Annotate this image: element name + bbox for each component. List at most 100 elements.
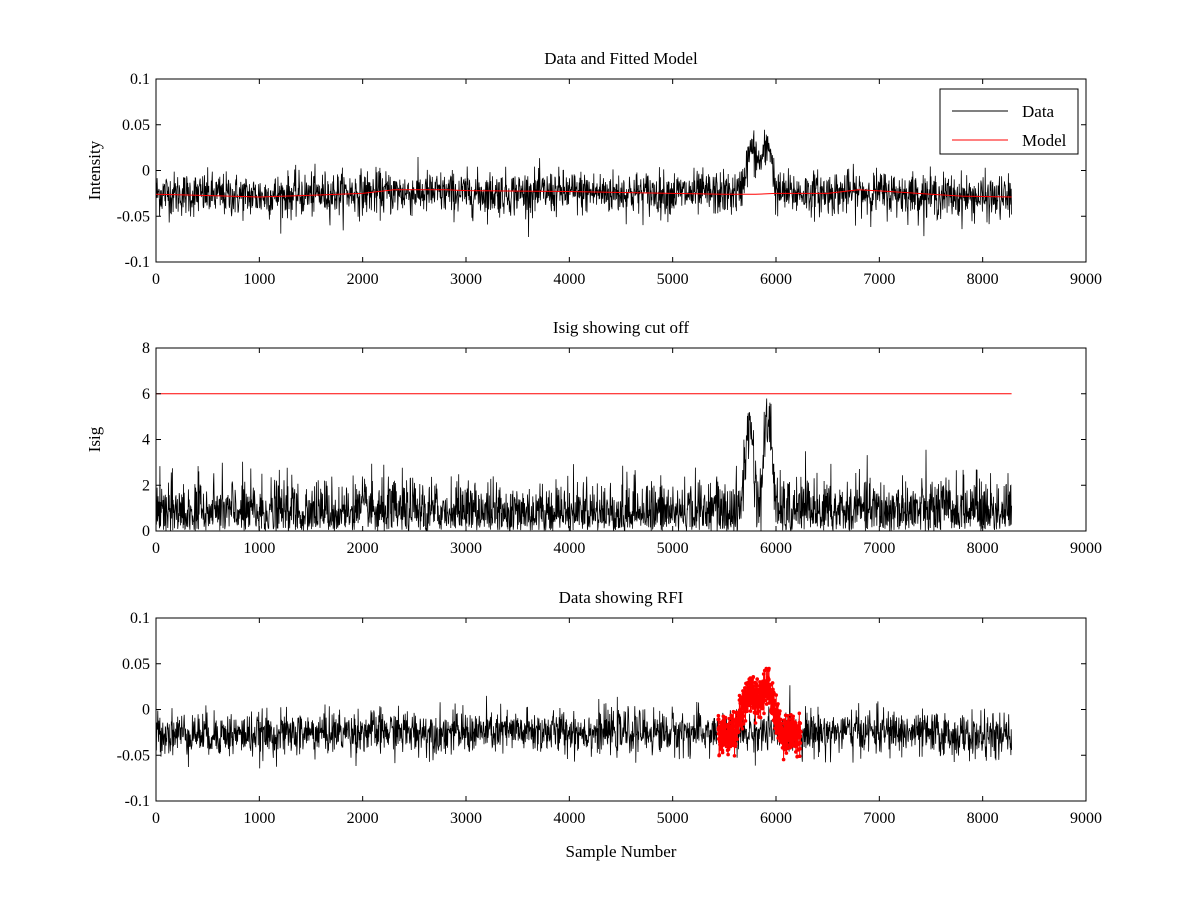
- x-tick-label: 5000: [657, 540, 689, 557]
- data-point-marker: [774, 693, 778, 697]
- data-point-marker: [740, 726, 745, 731]
- data-point-marker: [777, 712, 782, 716]
- data-point-marker: [740, 710, 744, 715]
- data-point-marker: [737, 730, 741, 734]
- data-point-marker: [776, 702, 780, 706]
- x-tick-label: 6000: [760, 271, 792, 288]
- data-point-marker: [742, 714, 746, 718]
- x-tick-label: 4000: [553, 810, 585, 827]
- x-tick-label: 7000: [863, 271, 895, 288]
- data-point-marker: [767, 678, 771, 682]
- data-point-marker: [716, 717, 721, 722]
- data-point-marker: [724, 744, 729, 749]
- y-tick-label: 0.05: [122, 117, 150, 134]
- data-point-marker: [749, 682, 753, 687]
- data-point-marker: [767, 666, 771, 671]
- x-tick-label: 8000: [967, 540, 999, 557]
- data-point-marker: [786, 714, 790, 718]
- data-point-marker: [735, 737, 739, 742]
- x-tick-label: 2000: [347, 271, 379, 288]
- x-tick-label: 7000: [863, 810, 895, 827]
- plot-area: [155, 78, 1087, 263]
- data-point-marker: [770, 681, 775, 685]
- data-point-marker: [751, 675, 756, 679]
- data-point-marker: [751, 706, 755, 710]
- y-tick-label: 0: [142, 163, 150, 180]
- x-tick-label: 7000: [863, 540, 895, 557]
- data-point-marker: [772, 698, 777, 703]
- data-point-marker: [778, 717, 783, 722]
- data-point-marker: [778, 709, 782, 713]
- x-tick-label: 2000: [347, 810, 379, 827]
- y-tick-label: -0.05: [117, 747, 150, 764]
- data-point-marker: [771, 687, 775, 692]
- series-1-line: [156, 398, 1012, 531]
- chart-panel-1: 0 1000 2000 3000 4000 5000 6000 7000 8000 9000 -0.…: [85, 49, 1102, 288]
- x-tick-label: 8000: [967, 271, 999, 288]
- x-tick-label: 6000: [760, 540, 792, 557]
- data-point-marker: [745, 709, 749, 713]
- data-point-marker: [718, 734, 723, 739]
- chart-title: Isig showing cut off: [553, 318, 689, 337]
- data-point-marker: [727, 716, 731, 721]
- y-tick-label: 8: [142, 340, 150, 357]
- y-tick-label: 4: [142, 432, 150, 449]
- data-point-marker: [743, 686, 747, 690]
- data-point-marker: [720, 750, 725, 755]
- data-point-marker: [723, 715, 728, 720]
- data-point-marker: [730, 715, 734, 719]
- data-point-marker: [791, 714, 795, 719]
- y-tick-label: -0.1: [125, 793, 150, 810]
- y-tick-label: 0.05: [122, 656, 150, 673]
- x-tick-label: 1000: [243, 271, 275, 288]
- data-point-marker: [798, 747, 802, 751]
- x-tick-label: 9000: [1070, 810, 1102, 827]
- chart-panel-2: 0 1000 2000 3000 4000 5000 6000 7000 8000 9000 0 2 4…: [85, 318, 1102, 557]
- x-tick-label: 9000: [1070, 540, 1102, 557]
- data-point-marker: [741, 722, 746, 726]
- data-point-marker: [717, 753, 722, 757]
- data-point-marker: [798, 721, 803, 726]
- data-point-marker: [753, 721, 758, 725]
- data-point-marker: [748, 709, 753, 713]
- x-tick-label: 0: [152, 810, 160, 827]
- legend-label: Model: [1022, 131, 1067, 150]
- x-tick-label: 1000: [243, 810, 275, 827]
- data-point-marker: [772, 701, 777, 706]
- data-point-marker: [797, 725, 801, 729]
- x-tick-label: 0: [152, 271, 160, 288]
- x-tick-label: 4000: [553, 540, 585, 557]
- y-tick-label: 2: [142, 477, 150, 494]
- y-tick-label: 0: [142, 523, 150, 540]
- data-point-marker: [762, 711, 766, 716]
- data-point-marker: [754, 696, 758, 701]
- series-2-line: [156, 189, 1012, 198]
- x-tick-label: 0: [152, 540, 160, 557]
- x-tick-label: 3000: [450, 810, 482, 827]
- data-point-marker: [721, 729, 725, 734]
- x-tick-label: 1000: [243, 540, 275, 557]
- y-tick-label: 0.1: [130, 71, 150, 88]
- y-axis-label: Isig: [85, 426, 104, 452]
- legend-label: Data: [1022, 102, 1055, 121]
- data-point-marker: [743, 719, 748, 723]
- data-point-marker: [761, 706, 765, 710]
- x-axis-label: Sample Number: [566, 842, 677, 861]
- x-tick-label: 2000: [347, 540, 379, 557]
- legend-box: [939, 88, 1079, 155]
- chart-title: Data and Fitted Model: [544, 49, 698, 68]
- data-point-marker: [756, 709, 761, 714]
- y-tick-label: 0.1: [130, 610, 150, 627]
- data-point-marker: [761, 672, 766, 676]
- data-point-marker: [746, 680, 750, 685]
- plot-series-group: [156, 129, 1012, 238]
- data-point-marker: [782, 718, 786, 722]
- data-point-marker: [763, 698, 767, 703]
- series-2-markers: [716, 666, 803, 762]
- data-point-marker: [728, 720, 732, 725]
- plot-area: [155, 617, 1087, 802]
- x-tick-label: 5000: [657, 810, 689, 827]
- x-tick-label: 9000: [1070, 271, 1102, 288]
- data-point-marker: [754, 683, 759, 688]
- y-tick-label: 6: [142, 386, 150, 403]
